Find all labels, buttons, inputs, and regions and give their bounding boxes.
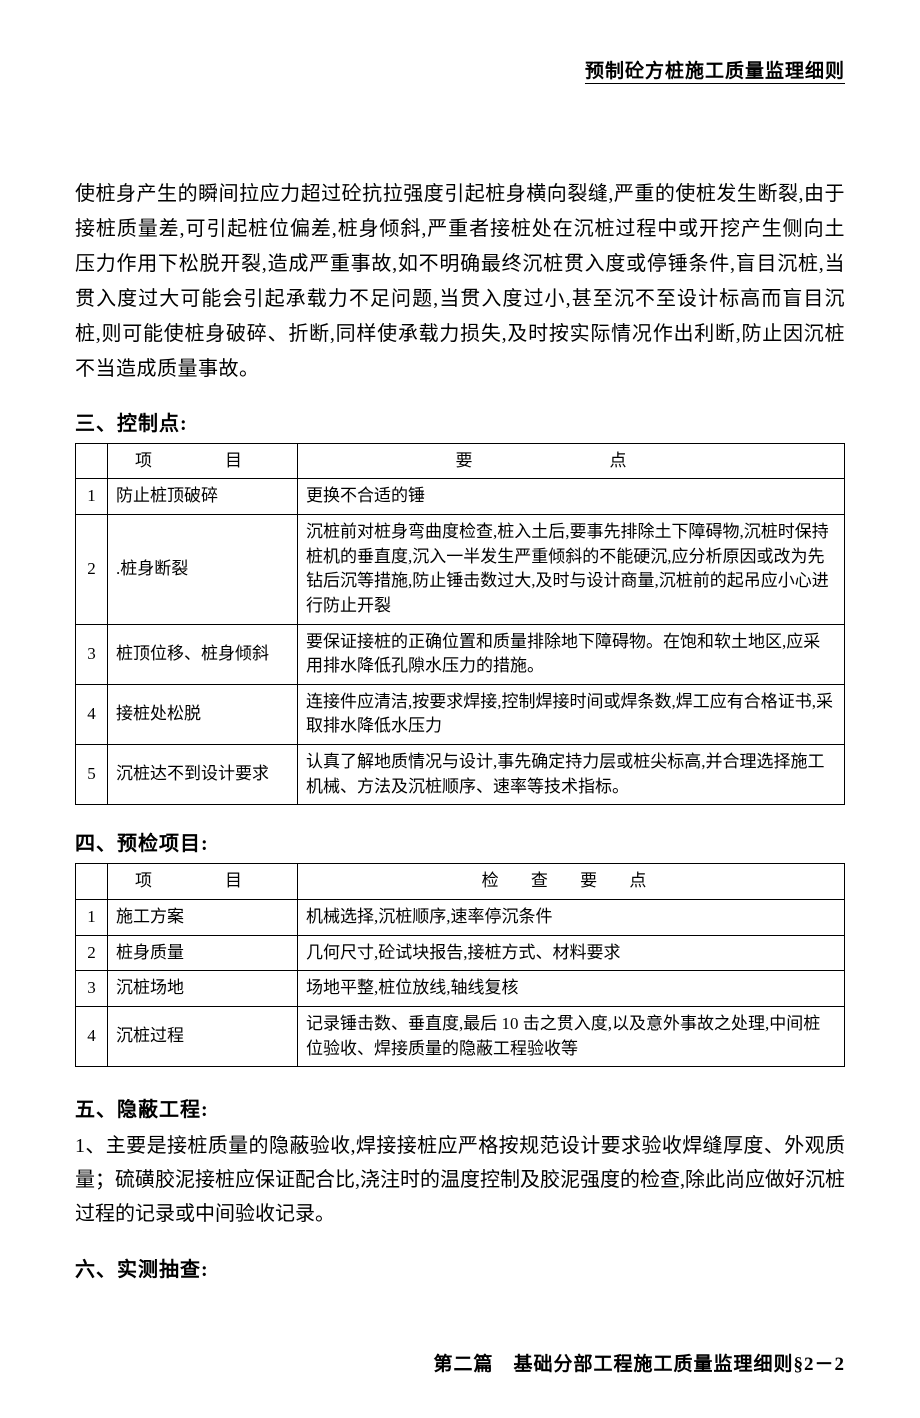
row-point: 几何尺寸,砼试块报告,接桩方式、材料要求 xyxy=(298,935,845,971)
row-item: 沉桩达不到设计要求 xyxy=(108,745,298,805)
row-number: 2 xyxy=(76,935,108,971)
row-item: 桩身质量 xyxy=(108,935,298,971)
table-row: 2 .桩身断裂 沉桩前对桩身弯曲度检查,桩入土后,要事先排除土下障碍物,沉桩时保… xyxy=(76,514,845,624)
table-header-blank xyxy=(76,864,108,900)
table-row: 4 接桩处松脱 连接件应清洁,按要求焊接,控制焊接时间或焊条数,焊工应有合格证书… xyxy=(76,684,845,744)
row-item: 桩顶位移、桩身倾斜 xyxy=(108,624,298,684)
table-row: 2 桩身质量 几何尺寸,砼试块报告,接桩方式、材料要求 xyxy=(76,935,845,971)
row-number: 1 xyxy=(76,900,108,936)
table-header-row: 项 目 要 点 xyxy=(76,443,845,479)
row-point: 认真了解地质情况与设计,事先确定持力层或桩尖标高,并合理选择施工机械、方法及沉桩… xyxy=(298,745,845,805)
row-point: 沉桩前对桩身弯曲度检查,桩入土后,要事先排除土下障碍物,沉桩时保持桩机的垂直度,… xyxy=(298,514,845,624)
row-point: 更换不合适的锤 xyxy=(298,479,845,515)
table-header-row: 项 目 检 查 要 点 xyxy=(76,864,845,900)
section5: 五、隐蔽工程: 1、主要是接桩质量的隐蔽验收,焊接接桩应严格按规范设计要求验收焊… xyxy=(75,1093,845,1231)
section3-heading: 三、控制点: xyxy=(75,411,845,437)
table-row: 3 沉桩场地 场地平整,桩位放线,轴线复核 xyxy=(76,971,845,1007)
row-point: 连接件应清洁,按要求焊接,控制焊接时间或焊条数,焊工应有合格证书,采取排水降低水… xyxy=(298,684,845,744)
row-item: 施工方案 xyxy=(108,900,298,936)
row-number: 5 xyxy=(76,745,108,805)
intro-paragraph: 使桩身产生的瞬间拉应力超过砼抗拉强度引起桩身横向裂缝,严重的使桩发生断裂,由于接… xyxy=(75,177,845,387)
table-header-item: 项 目 xyxy=(108,864,298,900)
row-item: 沉桩过程 xyxy=(108,1006,298,1066)
row-number: 3 xyxy=(76,971,108,1007)
table-header-item: 项 目 xyxy=(108,443,298,479)
section4-heading: 四、预检项目: xyxy=(75,831,845,857)
table-row: 4 沉桩过程 记录锤击数、垂直度,最后 10 击之贯入度,以及意外事故之处理,中… xyxy=(76,1006,845,1066)
section6-heading: 六、实测抽查: xyxy=(75,1257,845,1283)
table-row: 5 沉桩达不到设计要求 认真了解地质情况与设计,事先确定持力层或桩尖标高,并合理… xyxy=(76,745,845,805)
table-header-point: 检 查 要 点 xyxy=(298,864,845,900)
row-item: 沉桩场地 xyxy=(108,971,298,1007)
table-header-blank xyxy=(76,443,108,479)
table-row: 3 桩顶位移、桩身倾斜 要保证接桩的正确位置和质量排除地下障碍物。在饱和软土地区… xyxy=(76,624,845,684)
row-item: .桩身断裂 xyxy=(108,514,298,624)
table-row: 1 施工方案 机械选择,沉桩顺序,速率停沉条件 xyxy=(76,900,845,936)
page-header-title: 预制砼方桩施工质量监理细则 xyxy=(75,60,845,87)
table-header-point: 要 点 xyxy=(298,443,845,479)
row-number: 1 xyxy=(76,479,108,515)
section5-heading: 五、隐蔽工程: xyxy=(75,1093,845,1127)
row-point: 场地平整,桩位放线,轴线复核 xyxy=(298,971,845,1007)
table-row: 1 防止桩顶破碎 更换不合适的锤 xyxy=(76,479,845,515)
page-footer: 第二篇 基础分部工程施工质量监理细则§2－2 xyxy=(75,1353,845,1378)
row-item: 接桩处松脱 xyxy=(108,684,298,744)
row-point: 机械选择,沉桩顺序,速率停沉条件 xyxy=(298,900,845,936)
row-number: 4 xyxy=(76,1006,108,1066)
precheck-table: 项 目 检 查 要 点 1 施工方案 机械选择,沉桩顺序,速率停沉条件 2 桩身… xyxy=(75,863,845,1067)
row-point: 记录锤击数、垂直度,最后 10 击之贯入度,以及意外事故之处理,中间桩位验收、焊… xyxy=(298,1006,845,1066)
row-point: 要保证接桩的正确位置和质量排除地下障碍物。在饱和软土地区,应采用排水降低孔隙水压… xyxy=(298,624,845,684)
row-number: 4 xyxy=(76,684,108,744)
section5-body: 1、主要是接桩质量的隐蔽验收,焊接接桩应严格按规范设计要求验收焊缝厚度、外观质量… xyxy=(75,1129,845,1231)
row-item: 防止桩顶破碎 xyxy=(108,479,298,515)
row-number: 3 xyxy=(76,624,108,684)
row-number: 2 xyxy=(76,514,108,624)
control-points-table: 项 目 要 点 1 防止桩顶破碎 更换不合适的锤 2 .桩身断裂 沉桩前对桩身弯… xyxy=(75,443,845,806)
